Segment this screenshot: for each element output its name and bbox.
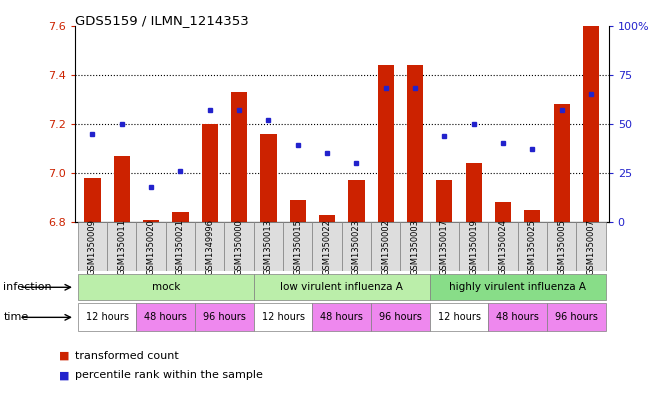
Text: percentile rank within the sample: percentile rank within the sample (75, 370, 263, 380)
Bar (225, 222, 254, 271)
Text: 96 hours: 96 hours (379, 312, 422, 322)
Bar (254, 303, 312, 332)
Bar (400, 222, 430, 271)
Bar (260, 134, 277, 222)
Bar (78, 303, 137, 332)
Bar (547, 303, 605, 332)
Bar (166, 222, 195, 271)
Bar (231, 92, 247, 222)
Text: 48 hours: 48 hours (320, 312, 363, 322)
Bar (195, 222, 225, 271)
Text: ■: ■ (59, 370, 69, 380)
Bar (488, 222, 518, 271)
Bar (290, 200, 306, 222)
Bar (312, 222, 342, 271)
Text: time: time (3, 312, 29, 322)
Text: GSM1350024: GSM1350024 (499, 219, 508, 275)
Text: 96 hours: 96 hours (203, 312, 246, 322)
Text: 12 hours: 12 hours (437, 312, 480, 322)
Text: infection: infection (3, 282, 52, 292)
Text: GSM1350020: GSM1350020 (146, 219, 156, 275)
Bar (254, 222, 283, 271)
Bar (583, 26, 599, 222)
Bar (436, 180, 452, 222)
Bar (378, 65, 394, 222)
Text: GSM1350021: GSM1350021 (176, 219, 185, 275)
Text: GSM1350025: GSM1350025 (528, 219, 537, 275)
Text: GSM1350005: GSM1350005 (557, 219, 566, 275)
Bar (407, 65, 423, 222)
Text: 12 hours: 12 hours (86, 312, 129, 322)
Bar (143, 220, 159, 222)
Bar (488, 303, 547, 332)
Bar (430, 222, 459, 271)
Text: low virulent influenza A: low virulent influenza A (281, 282, 403, 292)
Text: 96 hours: 96 hours (555, 312, 598, 322)
Bar (312, 303, 371, 332)
Bar (202, 124, 218, 222)
Text: GSM1350000: GSM1350000 (234, 219, 243, 275)
Bar (85, 178, 100, 222)
Text: 48 hours: 48 hours (145, 312, 187, 322)
Text: GDS5159 / ILMN_1214353: GDS5159 / ILMN_1214353 (75, 14, 249, 27)
Bar (576, 222, 605, 271)
Bar (524, 210, 540, 222)
Bar (173, 212, 189, 222)
Bar (283, 222, 312, 271)
Text: GSM1350017: GSM1350017 (440, 219, 449, 275)
Bar (371, 222, 400, 271)
Bar (430, 303, 488, 332)
Text: GSM1350011: GSM1350011 (117, 219, 126, 275)
Bar (465, 163, 482, 222)
Bar (78, 222, 107, 271)
Text: GSM1350013: GSM1350013 (264, 219, 273, 275)
Bar (459, 222, 488, 271)
Text: mock: mock (152, 282, 180, 292)
Bar (348, 180, 365, 222)
Bar (495, 202, 511, 222)
Bar (254, 274, 430, 300)
Bar (137, 222, 166, 271)
Text: GSM1350022: GSM1350022 (323, 219, 331, 275)
Text: GSM1350015: GSM1350015 (294, 219, 302, 275)
Bar (195, 303, 254, 332)
Text: ■: ■ (59, 351, 69, 361)
Bar (342, 222, 371, 271)
Bar (319, 215, 335, 222)
Bar (107, 222, 137, 271)
Text: GSM1350003: GSM1350003 (411, 219, 420, 275)
Text: GSM1350009: GSM1350009 (88, 219, 97, 275)
Bar (137, 303, 195, 332)
Bar (554, 104, 570, 222)
Bar (547, 222, 576, 271)
Text: GSM1350002: GSM1350002 (381, 219, 390, 275)
Bar (114, 156, 130, 222)
Text: highly virulent influenza A: highly virulent influenza A (449, 282, 587, 292)
Text: GSM1350019: GSM1350019 (469, 219, 478, 275)
Bar (518, 222, 547, 271)
Text: 12 hours: 12 hours (262, 312, 305, 322)
Text: 48 hours: 48 hours (496, 312, 539, 322)
Text: GSM1350023: GSM1350023 (352, 219, 361, 275)
Text: transformed count: transformed count (75, 351, 178, 361)
Bar (371, 303, 430, 332)
Bar (430, 274, 605, 300)
Text: GSM1350007: GSM1350007 (587, 219, 596, 275)
Text: GSM1349996: GSM1349996 (205, 219, 214, 275)
Bar (78, 274, 254, 300)
